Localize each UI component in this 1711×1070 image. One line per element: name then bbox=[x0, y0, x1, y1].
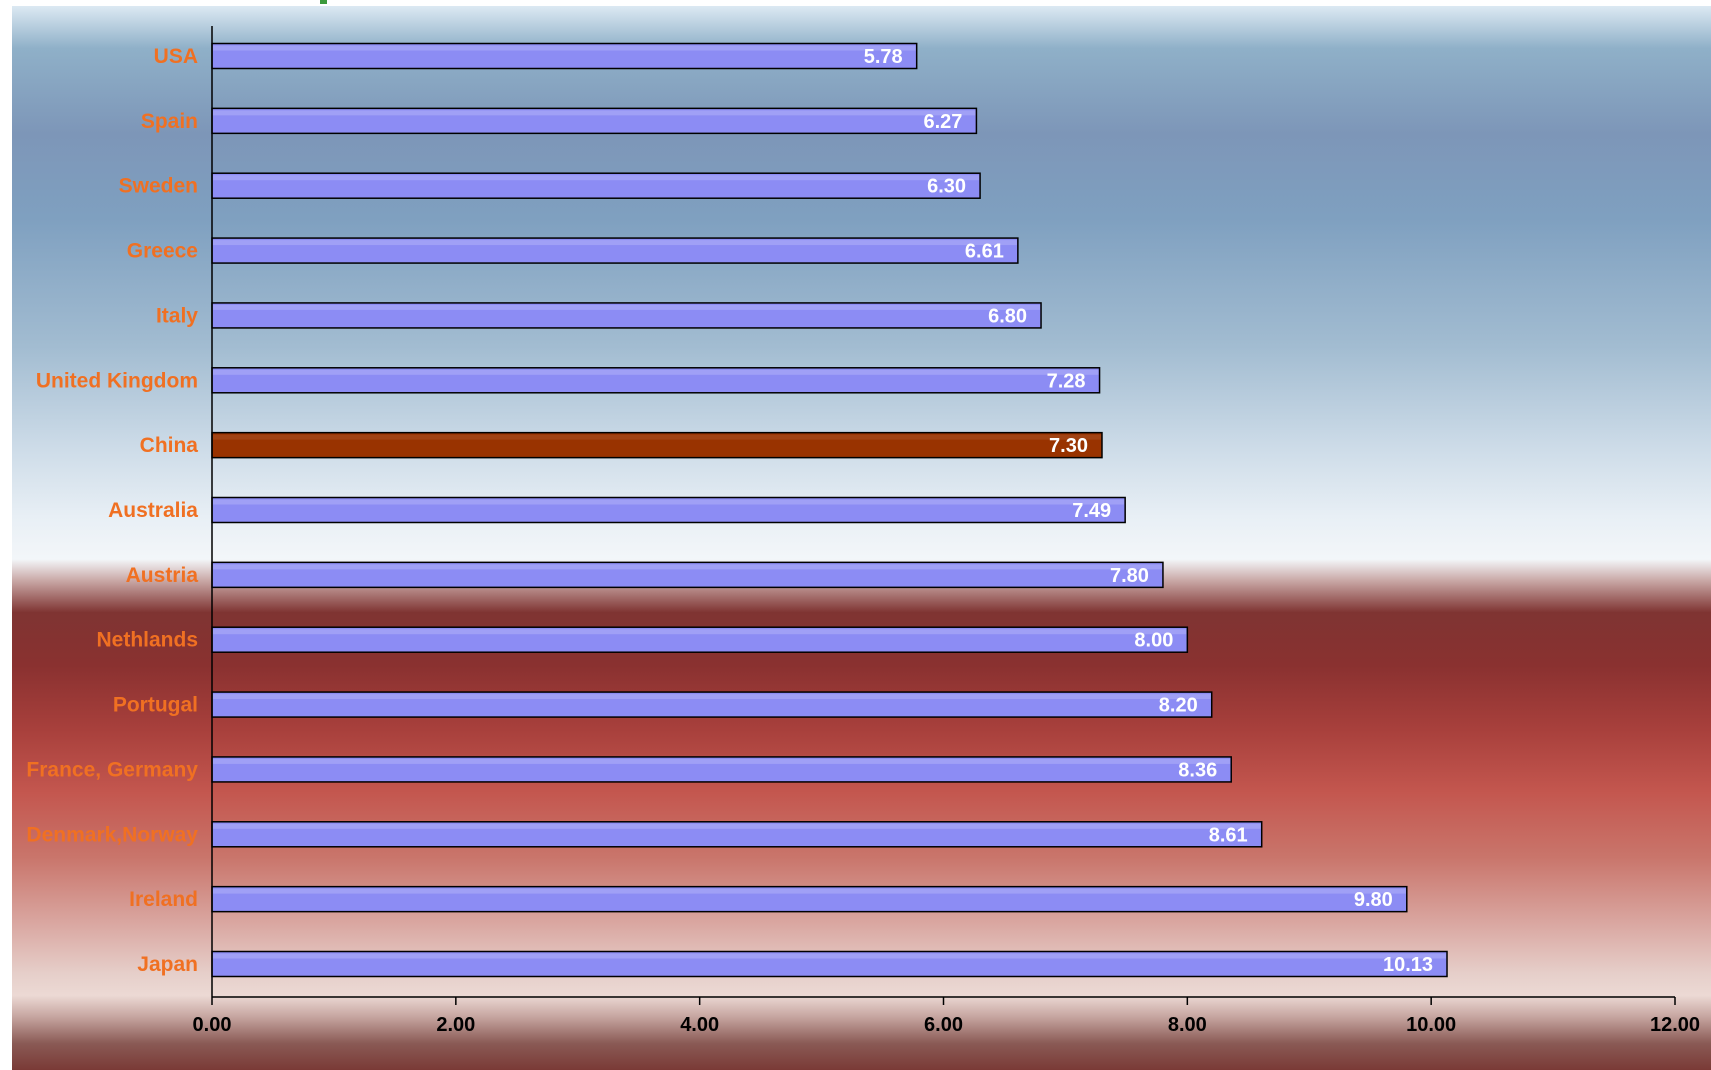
value-label-sweden: 6.30 bbox=[927, 176, 966, 198]
top-marker bbox=[320, 0, 327, 4]
category-label-china: China bbox=[140, 434, 199, 457]
category-label-japan: Japan bbox=[137, 953, 198, 976]
bar-sweden bbox=[211, 172, 981, 199]
category-label-portugal: Portugal bbox=[113, 694, 198, 717]
category-label-sweden: Sweden bbox=[119, 175, 198, 198]
bar-sheen bbox=[213, 304, 1041, 310]
bar-nethlands bbox=[211, 626, 1189, 653]
value-label-china: 7.30 bbox=[1049, 435, 1088, 457]
bar-sheen bbox=[213, 888, 1406, 894]
value-label-portugal: 8.20 bbox=[1159, 695, 1198, 717]
labels-layer: 5.78 USA 6.27 Spain 6.30 Sweden 6.61 Greece 6.80… bbox=[26, 45, 1433, 976]
category-label-ireland: Ireland bbox=[129, 888, 198, 911]
value-label-italy: 6.80 bbox=[988, 305, 1027, 327]
bar-sheen bbox=[213, 434, 1101, 440]
bar-usa bbox=[211, 42, 918, 70]
category-label-usa: USA bbox=[154, 45, 198, 68]
x-tick-label: 2.00 bbox=[436, 1014, 475, 1036]
value-label-denmark-norway: 8.61 bbox=[1209, 824, 1248, 846]
bar-sheen bbox=[213, 564, 1162, 570]
x-tick-label: 10.00 bbox=[1406, 1014, 1456, 1036]
category-label-greece: Greece bbox=[127, 240, 198, 263]
bar-united-kingdom bbox=[211, 367, 1101, 394]
bar-sheen bbox=[213, 110, 976, 116]
bar-portugal bbox=[211, 691, 1213, 718]
value-label-united-kingdom: 7.28 bbox=[1047, 370, 1086, 392]
x-axis: 0.00 2.00 4.00 6.00 8.00 10.00 12.00 bbox=[193, 26, 1700, 1036]
category-label-united-kingdom: United Kingdom bbox=[36, 369, 198, 392]
bars-layer bbox=[211, 42, 1448, 978]
value-label-france-germany: 8.36 bbox=[1178, 759, 1217, 781]
bar-greece bbox=[211, 237, 1019, 264]
bar-sheen bbox=[213, 823, 1261, 829]
bar-sheen bbox=[213, 369, 1099, 375]
category-label-spain: Spain bbox=[141, 110, 198, 133]
bar-japan bbox=[211, 950, 1448, 978]
x-tick-label: 0.00 bbox=[193, 1014, 232, 1036]
value-label-usa: 5.78 bbox=[864, 46, 903, 68]
x-tick-label: 6.00 bbox=[924, 1014, 963, 1036]
bar-sheen bbox=[213, 175, 980, 181]
bar-china bbox=[211, 431, 1103, 459]
value-label-nethlands: 8.00 bbox=[1134, 630, 1173, 652]
value-label-greece: 6.61 bbox=[965, 241, 1004, 263]
category-label-denmark-norway: Denmark,Norway bbox=[26, 823, 198, 846]
value-label-ireland: 9.80 bbox=[1354, 889, 1393, 911]
x-tick-label: 8.00 bbox=[1168, 1014, 1207, 1036]
category-label-italy: Italy bbox=[156, 304, 198, 327]
bar-ireland bbox=[211, 885, 1408, 913]
bar-sheen bbox=[213, 694, 1211, 700]
bar-spain bbox=[211, 107, 978, 135]
category-label-australia: Australia bbox=[108, 499, 198, 522]
bar-denmark-norway bbox=[211, 821, 1263, 848]
category-label-france-germany: France, Germany bbox=[26, 758, 198, 781]
bar-australia bbox=[211, 496, 1126, 524]
bar-sheen bbox=[213, 953, 1447, 959]
category-label-austria: Austria bbox=[126, 564, 199, 587]
x-tick-label: 4.00 bbox=[680, 1014, 719, 1036]
bar-sheen bbox=[213, 240, 1017, 246]
bar-italy bbox=[211, 302, 1042, 329]
bar-france-germany bbox=[211, 756, 1232, 783]
bar-sheen bbox=[213, 629, 1187, 635]
value-label-japan: 10.13 bbox=[1383, 954, 1433, 976]
value-label-spain: 6.27 bbox=[923, 111, 962, 133]
value-label-australia: 7.49 bbox=[1072, 500, 1111, 522]
bar-sheen bbox=[213, 45, 916, 51]
bar-sheen bbox=[213, 758, 1231, 764]
x-tick-label: 12.00 bbox=[1650, 1014, 1700, 1036]
category-label-nethlands: Nethlands bbox=[96, 629, 198, 652]
value-label-austria: 7.80 bbox=[1110, 565, 1149, 587]
bar-sheen bbox=[213, 499, 1125, 505]
